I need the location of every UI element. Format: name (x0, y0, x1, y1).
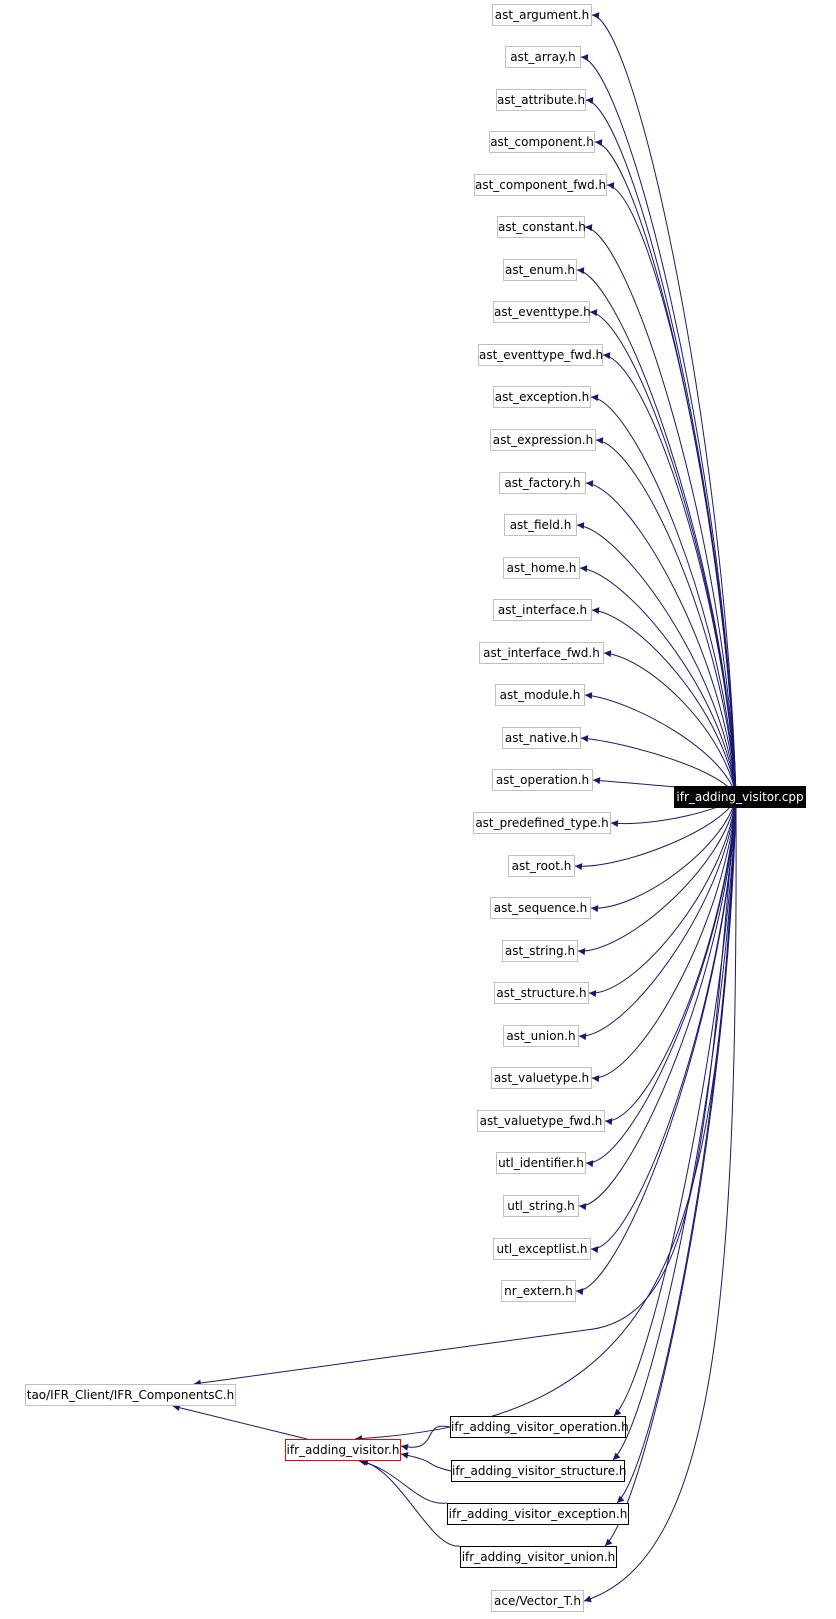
node-ast-sequence-h[interactable]: ast_sequence.h (490, 897, 591, 919)
edge-cpp-to-ifr-adding-visitor-operation-h (613, 796, 737, 1417)
node-ast-interface-h[interactable]: ast_interface.h (493, 599, 592, 621)
node-ast-module-h[interactable]: ast_module.h (495, 684, 585, 706)
edge-to-ast-component-h (594, 139, 737, 798)
edge-cpp-to-ifr-adding-visitor-exception-h (616, 796, 737, 1504)
edge-to-ast-string-h (577, 796, 737, 956)
edge-to-ast-eventtype-fwd-h (602, 352, 737, 798)
node-ast-structure-h[interactable]: ast_structure.h (494, 982, 589, 1004)
node-ast-argument-h[interactable]: ast_argument.h (492, 4, 592, 26)
node-ast-valuetype-h[interactable]: ast_valuetype.h (491, 1067, 592, 1089)
node-ast-native-h[interactable]: ast_native.h (502, 727, 581, 749)
edge-to-ast-interface-h (591, 607, 737, 798)
edge-to-utl-string-h (578, 796, 737, 1211)
node-ast-string-h[interactable]: ast_string.h (502, 940, 578, 962)
edge-to-ast-root-h (574, 796, 737, 871)
edge-to-ast-sequence-h (590, 796, 737, 913)
node-nr-extern-h[interactable]: nr_extern.h (501, 1280, 576, 1302)
edge-to-ast-constant-h (584, 224, 737, 798)
edge-ifr-adding-visitor-union-h-to-visitor (360, 1458, 461, 1547)
node-ast-valuetype-fwd-h[interactable]: ast_valuetype_fwd.h (477, 1110, 605, 1132)
node-ast-interface-fwd-h[interactable]: ast_interface_fwd.h (479, 642, 604, 664)
node-ast-eventtype-fwd-h[interactable]: ast_eventtype_fwd.h (478, 344, 603, 366)
edge-to-ast-component-fwd-h (606, 182, 737, 798)
edge-to-utl-identifier-h (585, 796, 737, 1168)
node-ifr-adding-visitor-operation-h[interactable]: ifr_adding_visitor_operation.h (450, 1416, 629, 1438)
edge-to-ast-union-h (578, 796, 737, 1041)
edge-ifr-adding-visitor-operation-h-to-visitor (400, 1425, 451, 1451)
node-utl-identifier-h[interactable]: utl_identifier.h (496, 1152, 586, 1174)
edge-to-ast-exception-h (590, 394, 737, 798)
node-ast-union-h[interactable]: ast_union.h (503, 1025, 579, 1047)
node-ast-component-h[interactable]: ast_component.h (489, 131, 595, 153)
node-ast-array-h[interactable]: ast_array.h (505, 46, 581, 68)
edge-to-nr-extern-h (575, 796, 737, 1296)
node-utl-exceptlist-h[interactable]: utl_exceptlist.h (493, 1238, 591, 1260)
node-ifr-adding-visitor-union-h[interactable]: ifr_adding_visitor_union.h (460, 1546, 617, 1568)
edge-to-ast-argument-h (591, 12, 737, 798)
node-ast-root-h[interactable]: ast_root.h (508, 855, 575, 877)
edge-to-ast-attribute-h (585, 97, 737, 798)
edge-to-ast-structure-h (588, 796, 737, 998)
node-ast-predefined-type-h[interactable]: ast_predefined_type.h (473, 812, 611, 834)
node-ast-operation-h[interactable]: ast_operation.h (492, 769, 593, 791)
node-ifr-components-c-h[interactable]: tao/IFR_Client/IFR_ComponentsC.h (25, 1384, 236, 1406)
node-ifr-adding-visitor-exception-h[interactable]: ifr_adding_visitor_exception.h (447, 1503, 629, 1525)
edge-ifr-adding-visitor-exception-h-to-visitor (358, 1458, 448, 1504)
node-ace-vector-t-h[interactable]: ace/Vector_T.h (491, 1590, 584, 1612)
edge-cpp-to-ifr-components-c-h (193, 796, 737, 1387)
node-ast-component-fwd-h[interactable]: ast_component_fwd.h (474, 174, 607, 196)
node-ast-factory-h[interactable]: ast_factory.h (499, 472, 586, 494)
node-ast-eventtype-h[interactable]: ast_eventtype.h (493, 301, 591, 323)
edge-to-ast-valuetype-fwd-h (604, 796, 737, 1126)
node-ast-enum-h[interactable]: ast_enum.h (503, 259, 577, 281)
node-ast-home-h[interactable]: ast_home.h (503, 557, 580, 579)
node-ifr-adding-visitor-structure-h[interactable]: ifr_adding_visitor_structure.h (451, 1460, 627, 1482)
node-utl-string-h[interactable]: utl_string.h (503, 1195, 579, 1217)
edge-to-ast-array-h (580, 54, 737, 798)
node-ifr-adding-visitor-h[interactable]: ifr_adding_visitor.h (285, 1439, 401, 1461)
edge-visitor-to-ifr-components-c-h (172, 1404, 308, 1440)
edge-to-ast-valuetype-h (591, 796, 737, 1083)
edge-to-ast-module-h (584, 692, 737, 798)
node-ast-exception-h[interactable]: ast_exception.h (493, 386, 591, 408)
edge-to-ast-field-h (576, 522, 737, 798)
node-ast-constant-h[interactable]: ast_constant.h (497, 216, 586, 238)
edge-ifr-adding-visitor-structure-h-to-visitor (400, 1451, 452, 1472)
edge-cpp-to-ace-vector-t-h (583, 796, 737, 1603)
edge-to-ast-expression-h (595, 437, 737, 798)
edge-to-ast-interface-fwd-h (603, 650, 737, 798)
node-ast-field-h[interactable]: ast_field.h (504, 514, 577, 536)
node-ifr-adding-visitor-cpp[interactable]: ifr_adding_visitor.cpp (674, 786, 806, 808)
edge-to-ast-factory-h (585, 480, 737, 798)
node-ast-attribute-h[interactable]: ast_attribute.h (496, 89, 586, 111)
edge-cpp-to-ifr-adding-visitor-structure-h (612, 796, 737, 1461)
edge-to-ast-home-h (579, 565, 737, 798)
node-ast-expression-h[interactable]: ast_expression.h (490, 429, 596, 451)
